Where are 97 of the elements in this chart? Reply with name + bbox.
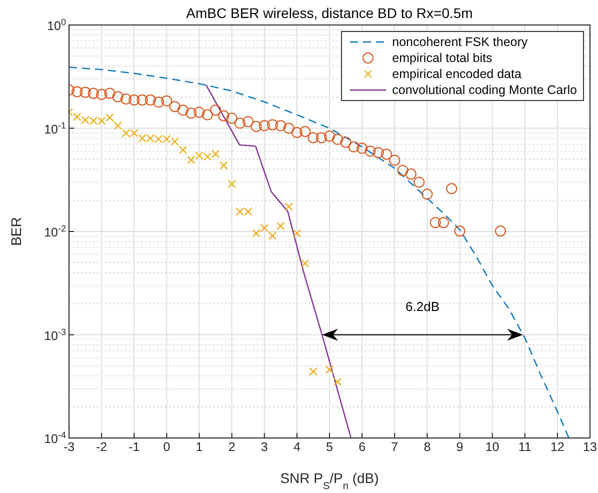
- x-tick-label: -3: [63, 440, 75, 454]
- x-tick-label: 2: [228, 440, 236, 454]
- point: [178, 146, 188, 154]
- point: [186, 108, 197, 119]
- point: [334, 378, 342, 386]
- point: [128, 94, 140, 106]
- point: [153, 96, 164, 108]
- legend-label: noncoherent FSK theory: [392, 34, 528, 50]
- chart-title: AmBC BER wireless, distance BD to Rx=0.5m: [186, 5, 473, 21]
- x-tick-label: 10: [485, 440, 500, 454]
- point: [405, 168, 416, 180]
- point: [242, 116, 254, 128]
- y-tick-label: 10$^{0}$: [47, 17, 66, 33]
- point: [194, 106, 205, 118]
- point: [252, 229, 260, 238]
- point: [397, 164, 408, 176]
- point: [228, 180, 236, 188]
- x-tick-label: 12: [550, 440, 564, 454]
- point: [438, 217, 449, 228]
- point: [177, 104, 188, 116]
- point: [308, 132, 319, 144]
- x-tick-label: 13: [583, 440, 597, 454]
- x-axis-title: SNR P$_{S}$/P$_{n}$ (dB): [280, 470, 379, 492]
- point: [275, 120, 286, 132]
- point: [96, 88, 108, 100]
- x-tick-label: 4: [293, 440, 300, 454]
- point: [422, 188, 433, 200]
- point: [291, 126, 302, 138]
- point: [80, 86, 91, 98]
- x-tick-label: -2: [96, 440, 108, 454]
- point: [268, 232, 277, 240]
- point: [88, 88, 99, 99]
- point: [120, 94, 132, 104]
- point: [250, 120, 262, 132]
- point: [283, 122, 294, 134]
- x-tick-label: 9: [456, 440, 464, 454]
- point: [260, 224, 268, 232]
- point: [258, 120, 270, 132]
- point: [348, 141, 360, 152]
- point: [234, 118, 246, 129]
- point: [104, 88, 116, 99]
- point: [136, 94, 148, 106]
- x-tick-label: 6: [358, 440, 366, 454]
- point: [380, 148, 392, 160]
- point: [446, 183, 458, 194]
- point: [210, 104, 222, 116]
- annotation: 6.2dB: [406, 298, 440, 314]
- point: [389, 154, 400, 166]
- y-axis-title: BER: [8, 217, 24, 246]
- point: [430, 217, 441, 228]
- x-tick-label: 5: [326, 440, 334, 454]
- point: [72, 86, 83, 98]
- legend-label: convolutional coding Monte Carlo: [392, 82, 577, 98]
- x-tick-label: -1: [128, 440, 140, 454]
- y-tick-label: 10$^{-1}$: [44, 120, 66, 136]
- point: [226, 112, 238, 124]
- line-series: [205, 84, 352, 438]
- point: [276, 222, 285, 230]
- point: [144, 94, 156, 106]
- point: [364, 146, 376, 157]
- x-tick-label: 0: [163, 440, 170, 454]
- point: [332, 134, 344, 145]
- point: [202, 109, 213, 120]
- x-tick-label: 7: [391, 440, 398, 454]
- legend-label: empirical total bits: [392, 50, 492, 66]
- point: [494, 226, 506, 237]
- point: [187, 156, 196, 164]
- point: [324, 130, 335, 142]
- point: [267, 119, 278, 130]
- y-tick-label: 10$^{-4}$: [44, 430, 66, 446]
- x-tick-label: 11: [518, 440, 532, 454]
- x-tick-label: 8: [424, 440, 431, 454]
- point: [300, 126, 311, 138]
- point: [300, 259, 310, 268]
- point: [454, 226, 466, 237]
- point: [169, 101, 180, 112]
- x-tick-label: 1: [196, 440, 203, 454]
- point: [316, 132, 327, 144]
- point: [218, 110, 230, 122]
- point: [309, 367, 318, 376]
- point: [106, 113, 114, 122]
- point: [161, 95, 172, 106]
- point: [220, 161, 228, 170]
- point: [73, 112, 82, 121]
- point: [284, 202, 293, 211]
- point: [325, 365, 334, 374]
- point: [414, 176, 425, 188]
- x-tick-label: 3: [260, 440, 268, 454]
- point: [356, 142, 368, 154]
- y-tick-label: 10$^{-3}$: [44, 326, 66, 343]
- point: [340, 136, 352, 148]
- point: [112, 91, 124, 102]
- point: [372, 147, 384, 158]
- y-tick-label: 10$^{-2}$: [44, 224, 66, 240]
- point: [114, 122, 122, 130]
- point: [292, 229, 302, 238]
- legend-label: empirical encoded data: [392, 66, 522, 82]
